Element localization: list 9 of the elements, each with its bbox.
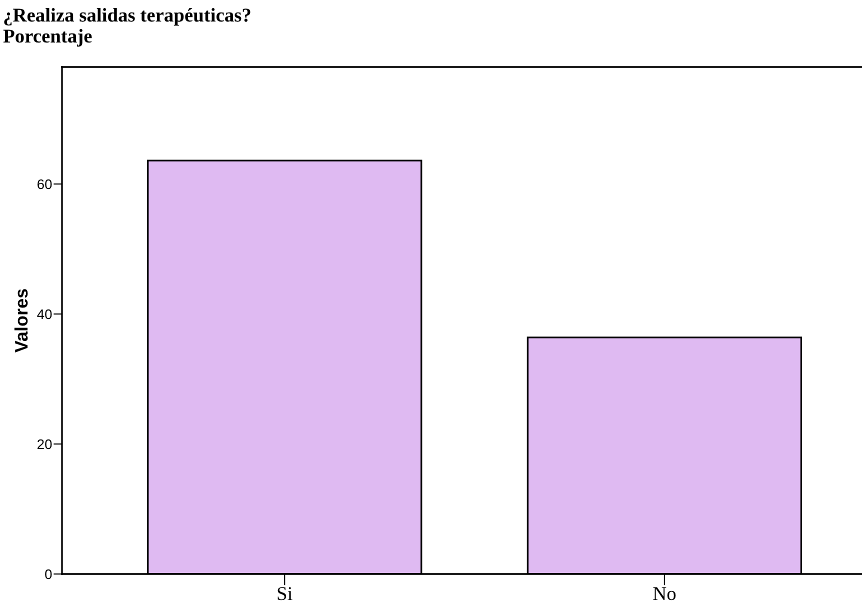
- y-tick-label: 40: [37, 309, 52, 320]
- y-axis-title: Valores: [14, 289, 28, 352]
- y-tick-label: 60: [38, 179, 52, 190]
- x-tick-label: Si: [278, 587, 292, 600]
- y-tick-label: 20: [38, 439, 52, 450]
- chart-subtitle: Porcentaje: [3, 29, 92, 47]
- y-tick-label: 0: [45, 569, 52, 580]
- chart-title: ¿Realiza salidas terapéuticas?: [4, 8, 250, 26]
- x-tick-label: No: [653, 587, 676, 600]
